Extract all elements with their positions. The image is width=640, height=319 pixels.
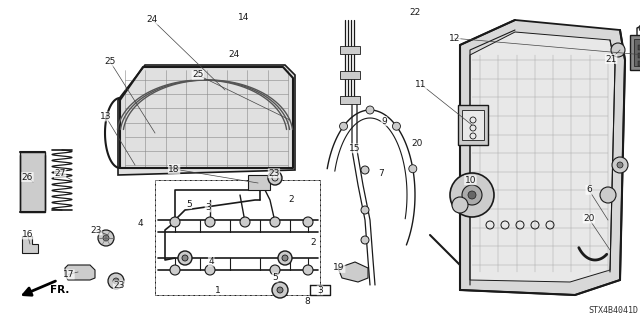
Text: 2: 2 bbox=[311, 238, 316, 247]
Text: 23: 23 bbox=[90, 226, 102, 235]
Circle shape bbox=[409, 165, 417, 173]
Text: FR.: FR. bbox=[50, 285, 69, 295]
Text: 9: 9 bbox=[381, 117, 387, 126]
Text: STX4B4041D: STX4B4041D bbox=[588, 306, 638, 315]
Text: 2: 2 bbox=[289, 195, 294, 204]
Text: 12: 12 bbox=[449, 34, 460, 43]
Circle shape bbox=[468, 191, 476, 199]
Bar bbox=[458, 105, 488, 145]
Polygon shape bbox=[460, 20, 625, 295]
Text: 22: 22 bbox=[409, 8, 420, 17]
Circle shape bbox=[182, 255, 188, 261]
Circle shape bbox=[278, 251, 292, 265]
Text: 11: 11 bbox=[415, 80, 427, 89]
Circle shape bbox=[268, 171, 282, 185]
Text: 24: 24 bbox=[147, 15, 158, 24]
Text: 4: 4 bbox=[138, 219, 143, 228]
Polygon shape bbox=[65, 265, 95, 280]
Polygon shape bbox=[22, 236, 38, 253]
Circle shape bbox=[270, 217, 280, 227]
Bar bbox=[630, 35, 640, 70]
Circle shape bbox=[272, 282, 288, 298]
Bar bbox=[634, 39, 640, 66]
Bar bbox=[248, 175, 270, 190]
Circle shape bbox=[612, 157, 628, 173]
Circle shape bbox=[282, 255, 288, 261]
Circle shape bbox=[340, 122, 348, 130]
Bar bbox=[340, 71, 360, 79]
Circle shape bbox=[205, 217, 215, 227]
Circle shape bbox=[462, 185, 482, 205]
Bar bbox=[638, 45, 640, 50]
Text: 3: 3 bbox=[205, 203, 211, 212]
Circle shape bbox=[277, 287, 283, 293]
Circle shape bbox=[113, 278, 119, 284]
Text: 16: 16 bbox=[22, 230, 33, 239]
Text: 26: 26 bbox=[22, 173, 33, 182]
Text: 27: 27 bbox=[54, 169, 66, 178]
Circle shape bbox=[450, 173, 494, 217]
Circle shape bbox=[98, 230, 114, 246]
Circle shape bbox=[392, 122, 401, 130]
Text: 4: 4 bbox=[209, 257, 214, 266]
Text: 18: 18 bbox=[168, 165, 180, 174]
Circle shape bbox=[361, 166, 369, 174]
Text: 3: 3 bbox=[317, 286, 323, 295]
Bar bbox=[340, 96, 360, 104]
Circle shape bbox=[361, 206, 369, 214]
Circle shape bbox=[361, 236, 369, 244]
Text: 23: 23 bbox=[268, 169, 280, 178]
Text: 19: 19 bbox=[333, 263, 345, 272]
Bar bbox=[20, 152, 45, 212]
Polygon shape bbox=[118, 65, 295, 175]
Circle shape bbox=[240, 217, 250, 227]
Bar bbox=[340, 46, 360, 54]
Text: 6: 6 bbox=[586, 185, 591, 194]
Circle shape bbox=[617, 162, 623, 168]
Bar bbox=[155, 180, 320, 295]
Text: 14: 14 bbox=[237, 13, 249, 22]
Text: 25: 25 bbox=[104, 57, 116, 66]
Polygon shape bbox=[470, 32, 615, 282]
Text: 20: 20 bbox=[583, 214, 595, 223]
Circle shape bbox=[270, 265, 280, 275]
Circle shape bbox=[108, 273, 124, 289]
Text: 5: 5 bbox=[273, 273, 278, 282]
Circle shape bbox=[170, 265, 180, 275]
Circle shape bbox=[103, 235, 109, 241]
Text: 8: 8 bbox=[305, 297, 310, 306]
Text: 5: 5 bbox=[186, 200, 191, 209]
Bar bbox=[462, 110, 484, 140]
Circle shape bbox=[452, 197, 468, 213]
Text: 20: 20 bbox=[412, 139, 423, 148]
Text: 21: 21 bbox=[605, 55, 617, 63]
Text: 24: 24 bbox=[228, 50, 239, 59]
Circle shape bbox=[178, 251, 192, 265]
Bar bbox=[155, 180, 320, 295]
Circle shape bbox=[170, 217, 180, 227]
Circle shape bbox=[303, 217, 313, 227]
Text: 10: 10 bbox=[465, 176, 476, 185]
Text: 13: 13 bbox=[100, 112, 111, 121]
Text: 15: 15 bbox=[349, 144, 361, 153]
Polygon shape bbox=[338, 262, 368, 282]
Text: 17: 17 bbox=[63, 270, 74, 279]
Bar bbox=[638, 53, 640, 58]
Text: 7: 7 bbox=[378, 169, 383, 178]
Bar bbox=[638, 61, 640, 66]
Circle shape bbox=[639, 24, 640, 32]
Text: 1: 1 bbox=[215, 286, 220, 295]
Circle shape bbox=[600, 187, 616, 203]
Circle shape bbox=[303, 265, 313, 275]
Circle shape bbox=[366, 106, 374, 114]
Text: 23: 23 bbox=[113, 281, 125, 290]
Circle shape bbox=[611, 43, 625, 57]
Circle shape bbox=[205, 265, 215, 275]
Text: 25: 25 bbox=[192, 70, 204, 79]
